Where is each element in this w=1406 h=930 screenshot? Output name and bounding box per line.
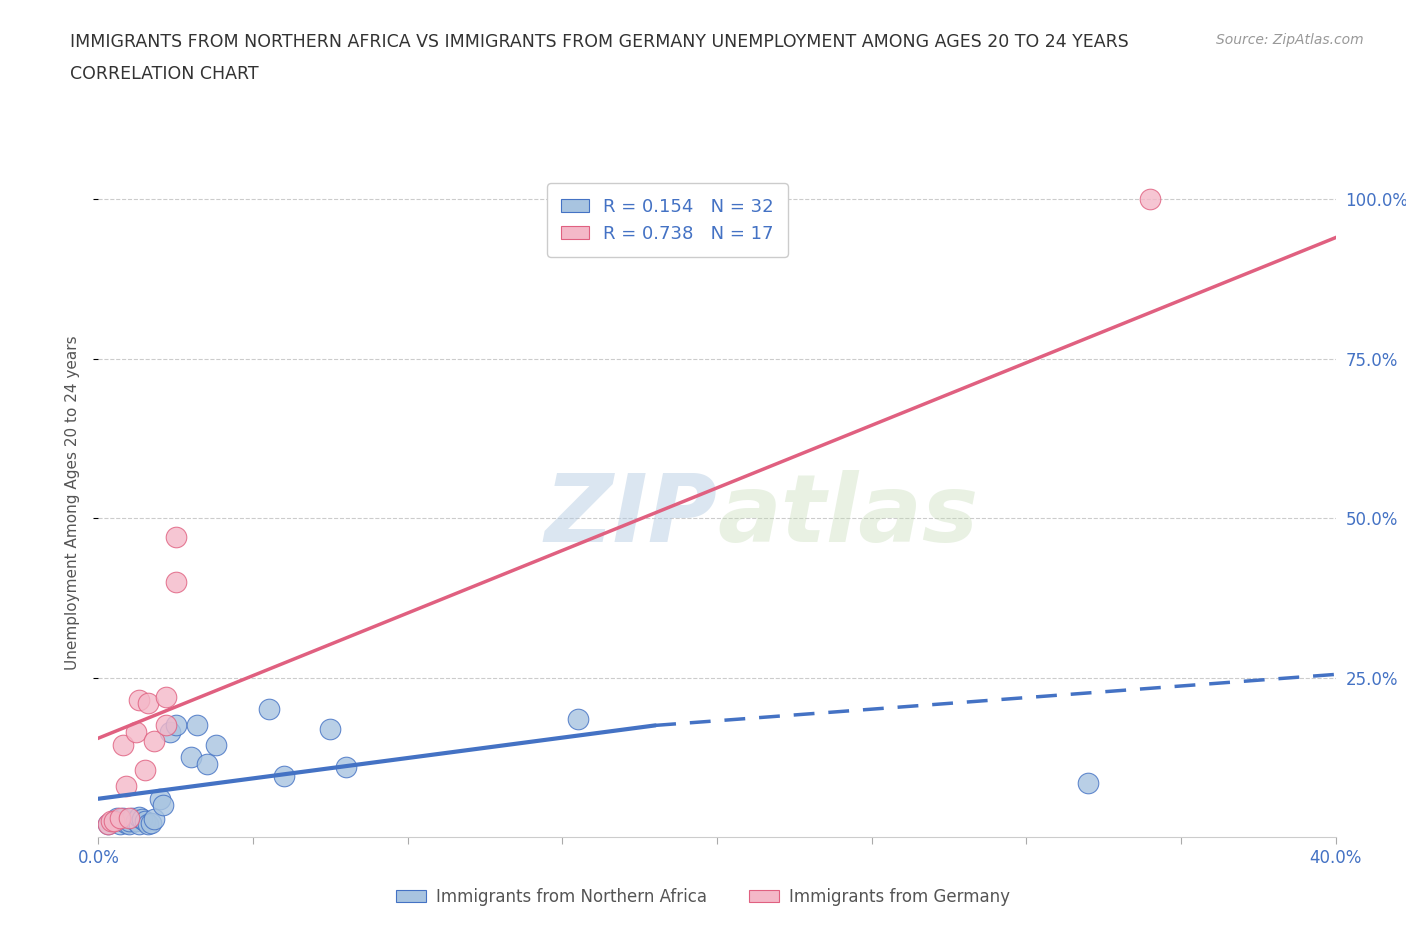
Point [134, 814, 156, 829]
Text: atlas: atlas [717, 470, 979, 562]
Text: ZIP: ZIP [544, 470, 717, 562]
Point [124, 814, 146, 829]
Point [103, 814, 125, 829]
Point [115, 816, 138, 830]
Point [118, 817, 141, 831]
Point [108, 817, 131, 831]
Point [1139, 192, 1161, 206]
Point [112, 814, 135, 829]
Point [128, 817, 150, 831]
Point [105, 810, 128, 825]
Text: Source: ZipAtlas.com: Source: ZipAtlas.com [1216, 33, 1364, 46]
Point [143, 812, 166, 827]
Point [205, 737, 228, 752]
Point [257, 702, 280, 717]
Point [112, 810, 135, 825]
Point [567, 711, 589, 726]
Text: CORRELATION CHART: CORRELATION CHART [70, 65, 259, 83]
Point [149, 791, 172, 806]
Point [1077, 776, 1099, 790]
Point [155, 689, 177, 704]
Legend: R = 0.154   N = 32, R = 0.738   N = 17: R = 0.154 N = 32, R = 0.738 N = 17 [547, 183, 789, 257]
Point [124, 724, 146, 739]
Point [152, 798, 174, 813]
Point [335, 760, 357, 775]
Point [195, 756, 218, 771]
Point [159, 724, 181, 739]
Point [128, 809, 150, 824]
Point [136, 696, 159, 711]
Point [121, 810, 143, 825]
Point [273, 769, 295, 784]
Point [165, 530, 187, 545]
Point [118, 810, 141, 825]
Point [115, 778, 138, 793]
Point [319, 721, 342, 736]
Y-axis label: Unemployment Among Ages 20 to 24 years: Unemployment Among Ages 20 to 24 years [65, 335, 80, 670]
Point [103, 814, 125, 829]
Point [100, 814, 122, 829]
Point [131, 812, 153, 827]
Point [180, 750, 202, 764]
Point [128, 693, 150, 708]
Point [143, 734, 166, 749]
Point [97, 817, 120, 831]
Point [155, 718, 177, 733]
Point [136, 817, 159, 831]
Point [165, 575, 187, 590]
Text: IMMIGRANTS FROM NORTHERN AFRICA VS IMMIGRANTS FROM GERMANY UNEMPLOYMENT AMONG AG: IMMIGRANTS FROM NORTHERN AFRICA VS IMMIG… [70, 33, 1129, 50]
Point [139, 816, 162, 830]
Point [118, 814, 141, 829]
Point [97, 817, 120, 831]
Point [186, 718, 208, 733]
Legend: Immigrants from Northern Africa, Immigrants from Germany: Immigrants from Northern Africa, Immigra… [389, 881, 1017, 912]
Point [112, 737, 135, 752]
Point [165, 718, 187, 733]
Point [134, 763, 156, 777]
Point [108, 810, 131, 825]
